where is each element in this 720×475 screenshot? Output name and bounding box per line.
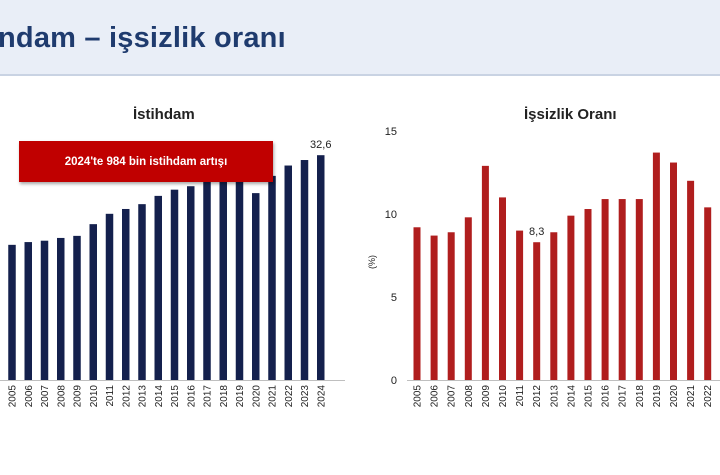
unemp-x-tick-2016: 2016 bbox=[601, 385, 612, 408]
emp-x-tick-2009: 2009 bbox=[73, 385, 84, 408]
emp-x-tick-2005: 2005 bbox=[8, 385, 19, 408]
title-band: ndam – işsizlik oranı bbox=[0, 0, 720, 76]
emp-bar-2016 bbox=[187, 186, 195, 380]
unemp-bar-2011 bbox=[516, 230, 524, 380]
unemp-bar-2009 bbox=[481, 165, 489, 380]
unemp-bar-2005 bbox=[413, 227, 421, 380]
unemp-y-tick-10: 10 bbox=[385, 209, 397, 221]
emp-x-tick-2021: 2021 bbox=[268, 385, 279, 408]
emp-bar-2021 bbox=[268, 175, 276, 380]
unemp-x-tick-2021: 2021 bbox=[686, 385, 697, 408]
unemp-y-tick-15: 15 bbox=[385, 126, 397, 138]
emp-x-tick-2020: 2020 bbox=[251, 385, 262, 408]
employment-callout: 2024'te 984 bin istihdam artışı bbox=[19, 141, 273, 182]
unemp-bar-2008 bbox=[464, 217, 472, 380]
unemp-x-tick-2020: 2020 bbox=[669, 385, 680, 408]
unemp-x-tick-2008: 2008 bbox=[464, 385, 475, 408]
emp-x-tick-2016: 2016 bbox=[186, 385, 197, 408]
emp-bar-2018 bbox=[219, 176, 227, 380]
unemp-bar-2016 bbox=[601, 199, 609, 380]
unemp-x-tick-2015: 2015 bbox=[584, 385, 595, 408]
unemp-x-tick-2011: 2011 bbox=[515, 385, 526, 407]
slide-title: ndam – işsizlik oranı bbox=[0, 22, 286, 54]
emp-bar-2005 bbox=[8, 244, 16, 380]
unemp-x-tick-2007: 2007 bbox=[447, 385, 458, 408]
emp-bar-2014 bbox=[154, 195, 162, 380]
unemp-y-tick-0: 0 bbox=[391, 375, 397, 387]
unemp-x-tick-2022: 2022 bbox=[703, 385, 714, 408]
unemp-bar-2018 bbox=[635, 199, 643, 380]
unemp-x-tick-2006: 2006 bbox=[430, 385, 441, 408]
employment-chart-title: İstihdam bbox=[133, 106, 195, 123]
unemp-x-tick-2014: 2014 bbox=[566, 385, 577, 408]
unemp-bar-2022 bbox=[704, 207, 712, 380]
unemp-bar-2015 bbox=[584, 209, 592, 380]
unemp-x-tick-2017: 2017 bbox=[618, 385, 629, 408]
unemp-y-axis-label: (%) bbox=[367, 255, 377, 269]
unemp-x-tick-2019: 2019 bbox=[652, 385, 663, 408]
emp-bar-2022 bbox=[284, 165, 292, 380]
emp-x-tick-2024: 2024 bbox=[316, 385, 327, 408]
emp-x-tick-2010: 2010 bbox=[89, 385, 100, 408]
emp-x-tick-2022: 2022 bbox=[284, 385, 295, 408]
emp-bar-2013 bbox=[138, 204, 146, 380]
emp-bar-2012 bbox=[122, 208, 130, 380]
emp-bar-2009 bbox=[73, 235, 81, 380]
emp-x-tick-2013: 2013 bbox=[138, 385, 149, 408]
emp-bar-2006 bbox=[24, 242, 32, 380]
unemp-bar-2020 bbox=[670, 162, 677, 380]
unemp-x-tick-2012: 2012 bbox=[532, 385, 543, 408]
unemp-bar-2013 bbox=[550, 232, 558, 380]
emp-bar-2020 bbox=[252, 193, 260, 380]
emp-x-tick-2008: 2008 bbox=[56, 385, 67, 408]
emp-bar-2024 bbox=[317, 155, 325, 380]
unemp-bar-2017 bbox=[618, 199, 626, 380]
unemp-x-tick-2010: 2010 bbox=[498, 385, 509, 408]
emp-bar-2007 bbox=[40, 240, 49, 380]
unemp-bar-2021 bbox=[687, 180, 695, 380]
emp-x-tick-2019: 2019 bbox=[235, 385, 246, 408]
unemp-bar-2007 bbox=[447, 232, 455, 380]
unemp-x-tick-2005: 2005 bbox=[413, 385, 424, 408]
emp-bar-2023 bbox=[300, 160, 309, 380]
unemp-x-tick-2018: 2018 bbox=[635, 385, 646, 408]
emp-x-tick-2006: 2006 bbox=[24, 385, 35, 408]
unemp-bar-2010 bbox=[499, 197, 506, 380]
emp-bar-2011 bbox=[105, 213, 114, 380]
unemp-bar-2006 bbox=[430, 235, 438, 380]
emp-x-tick-2015: 2015 bbox=[170, 385, 181, 408]
unemp-data-label-2012: 8,3 bbox=[529, 226, 544, 238]
emp-bar-2019 bbox=[235, 180, 244, 380]
emp-x-tick-2017: 2017 bbox=[203, 385, 214, 408]
emp-x-tick-2018: 2018 bbox=[219, 385, 230, 408]
emp-bar-2015 bbox=[170, 189, 179, 380]
emp-x-tick-2011: 2011 bbox=[105, 385, 116, 407]
unemp-bar-2019 bbox=[652, 152, 660, 380]
unemployment-chart-title: İşsizlik Oranı bbox=[524, 106, 617, 123]
unemp-x-tick-2013: 2013 bbox=[549, 385, 560, 408]
emp-data-label-2024: 32,6 bbox=[310, 139, 331, 151]
emp-x-tick-2014: 2014 bbox=[154, 385, 165, 408]
emp-bar-2008 bbox=[57, 237, 65, 380]
unemp-bar-2012 bbox=[533, 242, 541, 380]
emp-bar-2010 bbox=[89, 224, 97, 380]
unemp-bar-2014 bbox=[567, 215, 575, 380]
emp-bar-2017 bbox=[203, 180, 211, 380]
emp-x-tick-2023: 2023 bbox=[300, 385, 311, 408]
emp-x-tick-2007: 2007 bbox=[40, 385, 51, 408]
unemp-y-tick-5: 5 bbox=[391, 292, 397, 304]
emp-x-tick-2012: 2012 bbox=[121, 385, 132, 408]
unemp-x-tick-2009: 2009 bbox=[481, 385, 492, 408]
